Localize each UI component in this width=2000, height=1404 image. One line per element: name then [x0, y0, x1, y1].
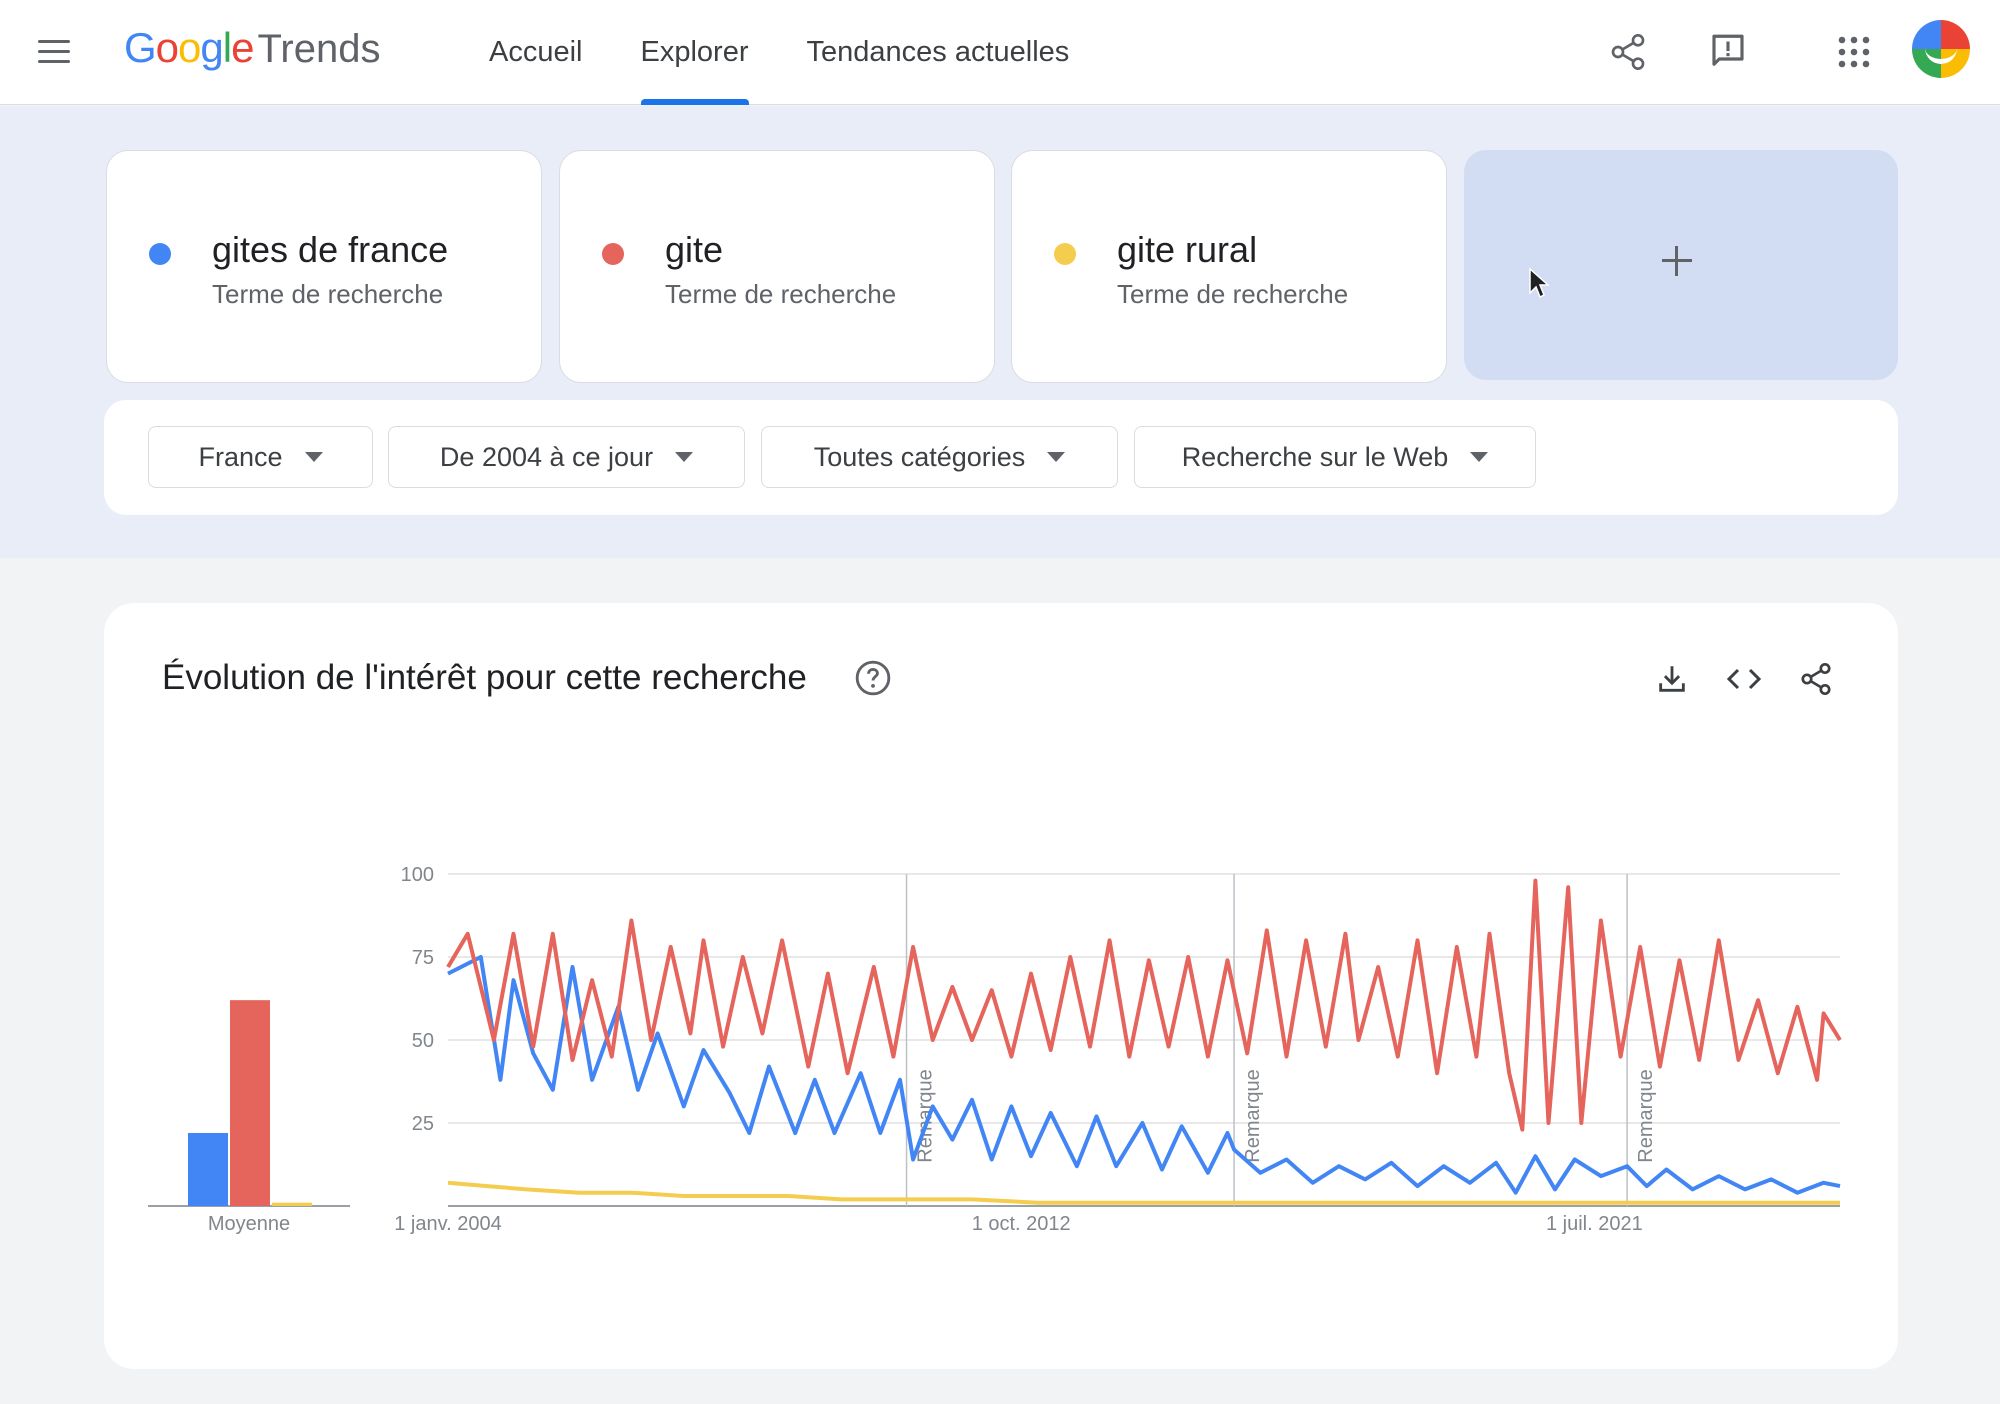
main-nav: Accueil Explorer Tendances actuelles: [460, 0, 1098, 105]
help-icon[interactable]: [854, 659, 892, 697]
feedback-icon[interactable]: [1700, 24, 1756, 80]
search-type-filter[interactable]: Recherche sur le Web: [1134, 426, 1536, 488]
period-filter-label: De 2004 à ce jour: [439, 441, 654, 472]
menu-icon[interactable]: [32, 30, 76, 74]
term-type: Terme de recherche: [1117, 279, 1349, 309]
chevron-down-icon: [675, 452, 694, 462]
term-color-dot: [149, 243, 171, 265]
add-term-button[interactable]: [1464, 150, 1898, 380]
x-tick-label: 1 janv. 2004: [394, 1213, 502, 1235]
search-type-filter-label: Recherche sur le Web: [1181, 441, 1449, 472]
y-tick-label: 25: [412, 1113, 434, 1135]
region-filter-label: France: [198, 441, 283, 472]
average-bar-gite-rural: [272, 1202, 312, 1206]
series-line-gite-rural: [447, 1180, 1840, 1205]
category-filter-label: Toutes catégories: [813, 441, 1026, 472]
logo-trends: Trends: [257, 27, 381, 71]
interest-chart: 100 75 50 25 1 janv. 2004 1 oct. 2012 1 juil. …: [148, 864, 1842, 1235]
tab-accueil[interactable]: Accueil: [489, 36, 583, 68]
term-card-2[interactable]: gite Terme de recherche: [559, 150, 995, 383]
chevron-down-icon: [1047, 452, 1066, 462]
chevron-down-icon: [304, 452, 323, 462]
google-trends-logo[interactable]: Google Trends: [124, 24, 380, 80]
chevron-down-icon: [1470, 452, 1489, 462]
y-tick-label: 75: [412, 947, 434, 969]
share-icon[interactable]: [1796, 659, 1836, 699]
y-tick-label: 50: [412, 1030, 434, 1052]
term-name: gite: [665, 229, 724, 270]
tab-tendances-actuelles[interactable]: Tendances actuelles: [806, 36, 1070, 68]
term-type: Terme de recherche: [212, 279, 444, 309]
x-tick-label: 1 juil. 2021: [1546, 1213, 1643, 1235]
series-line-gite: [446, 878, 1842, 1132]
note-label: Remarque: [1635, 1069, 1657, 1162]
note-label: Remarque: [1242, 1069, 1264, 1162]
top-bar: Google Trends Accueil Explorer Tendances…: [0, 0, 2000, 105]
average-bar-gite: [230, 1000, 270, 1206]
logo-google: Google: [124, 24, 254, 71]
chart-title: Évolution de l'intérêt pour cette recher…: [162, 658, 807, 697]
term-color-dot: [1054, 243, 1076, 265]
x-tick-label: 1 oct. 2012: [972, 1213, 1071, 1235]
term-color-dot: [602, 243, 624, 265]
region-filter[interactable]: France: [148, 426, 373, 488]
embed-icon[interactable]: [1724, 659, 1764, 699]
avatar[interactable]: [1912, 20, 1970, 78]
y-tick-label: 100: [401, 864, 434, 886]
interest-over-time-card: Évolution de l'intérêt pour cette recher…: [104, 603, 1898, 1369]
average-label: Moyenne: [208, 1213, 290, 1235]
term-name: gite rural: [1117, 229, 1258, 270]
period-filter[interactable]: De 2004 à ce jour: [388, 426, 745, 488]
term-type: Terme de recherche: [665, 279, 897, 309]
filter-panel: France De 2004 à ce jour Toutes catégori…: [104, 400, 1898, 515]
share-icon[interactable]: [1600, 24, 1656, 80]
plus-icon: [1662, 246, 1692, 276]
average-bar-gites-de-france: [188, 1132, 228, 1206]
category-filter[interactable]: Toutes catégories: [761, 426, 1118, 488]
tab-explorer[interactable]: Explorer: [612, 0, 778, 105]
series-line-gites-de-france: [447, 955, 1841, 1195]
apps-icon[interactable]: [1826, 24, 1882, 80]
term-card-3[interactable]: gite rural Terme de recherche: [1011, 150, 1447, 383]
term-name: gites de france: [212, 229, 449, 270]
download-icon[interactable]: [1652, 659, 1692, 699]
mouse-cursor-icon: [1529, 267, 1550, 299]
term-card-1[interactable]: gites de france Terme de recherche: [106, 150, 542, 383]
